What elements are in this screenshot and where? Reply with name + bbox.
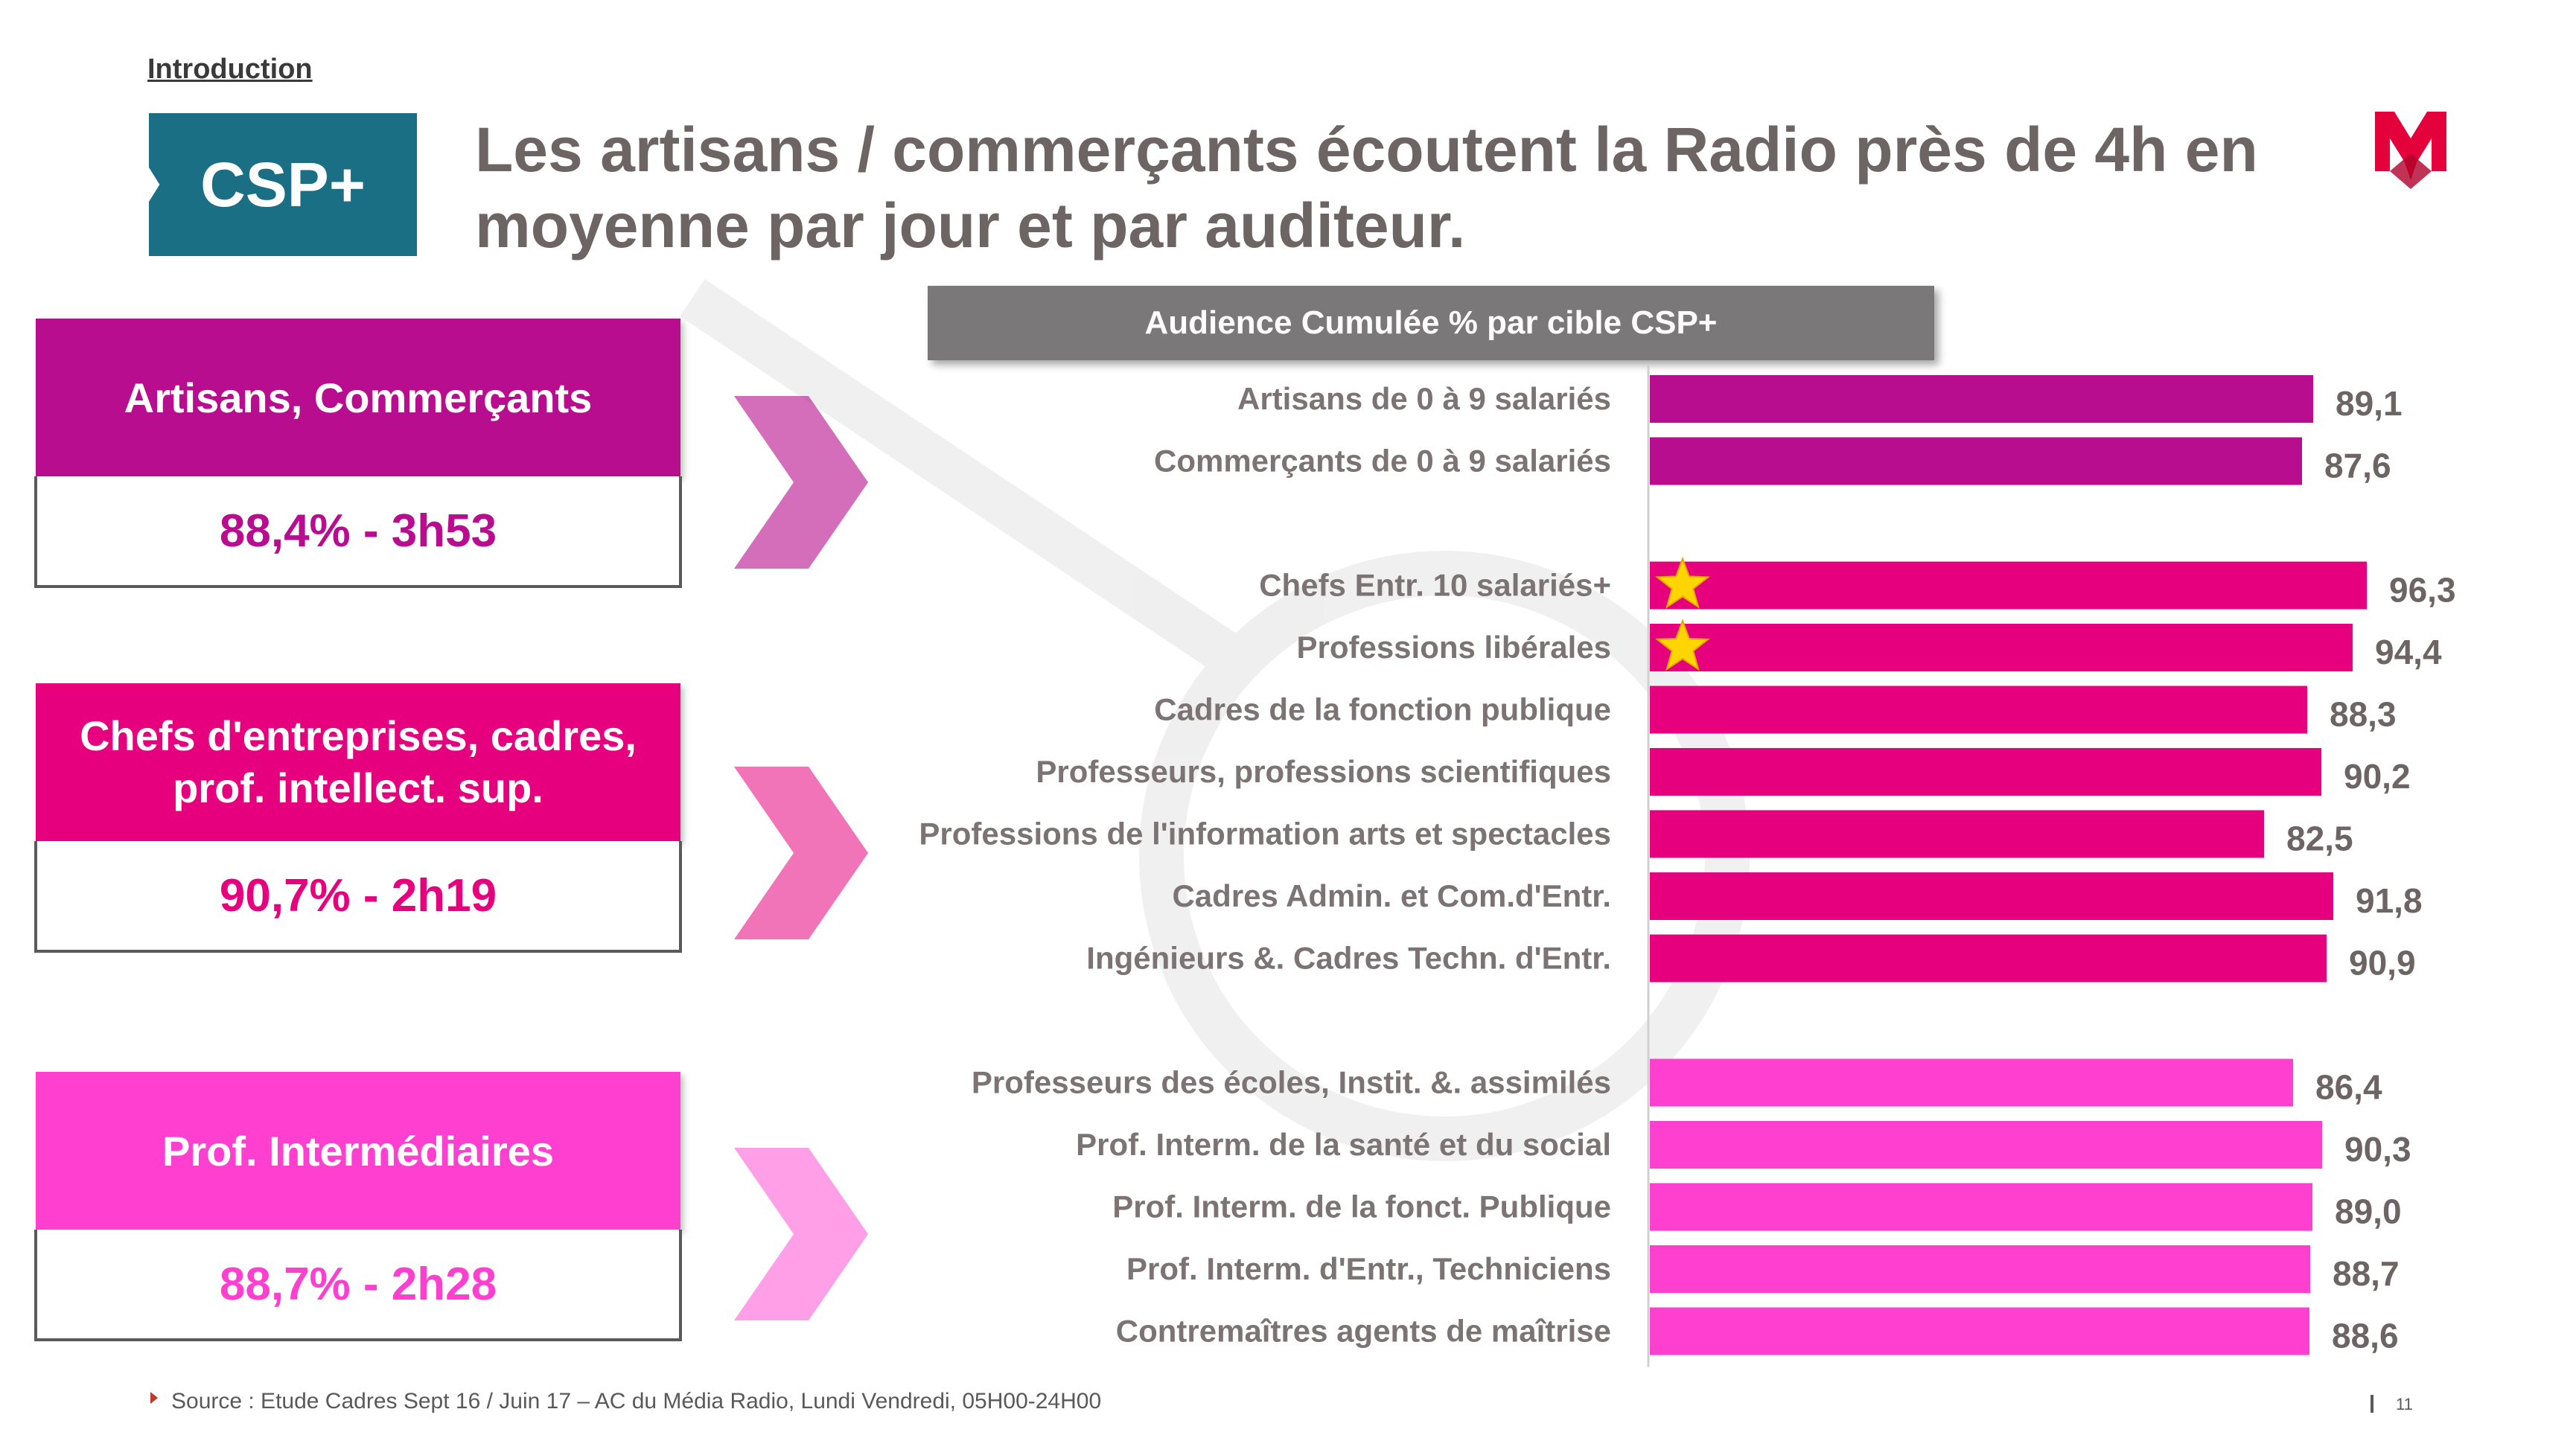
bar [1650, 810, 2264, 858]
chart-header-label: Audience Cumulée % par cible CSP+ [1144, 304, 1718, 341]
bar [1650, 561, 2367, 610]
category-artisans-stat-box: 88,4% - 3h53 [34, 476, 682, 588]
bar [1650, 1121, 2322, 1169]
bar [1650, 872, 2333, 920]
category-stat: 88,7% - 2h28 [219, 1258, 497, 1310]
bar [1650, 1245, 2310, 1293]
bar-category-label: Artisans de 0 à 9 salariés [1237, 381, 1611, 416]
category-chefs-header: Chefs d'entreprises, cadres, prof. intel… [36, 683, 680, 841]
bar-category-label: Contremaîtres agents de maîtrise [1116, 1314, 1611, 1349]
category-stat: 90,7% - 2h19 [219, 869, 497, 921]
category-stat: 88,4% - 3h53 [219, 505, 497, 557]
bar-value-label: 89,1 [2336, 384, 2403, 423]
category-prof-inter-stat-box: 88,7% - 2h28 [34, 1230, 682, 1341]
bar [1650, 437, 2302, 485]
category-title: Artisans, Commerçants [124, 374, 593, 421]
bar-value-label: 82,5 [2286, 820, 2353, 858]
category-prof-inter-header: Prof. Intermédiaires [36, 1072, 680, 1230]
bar-value-label: 86,4 [2315, 1068, 2382, 1107]
category-title: Chefs d'entreprises, cadres, prof. intel… [80, 712, 637, 811]
bar [1650, 1058, 2293, 1107]
bar [1650, 934, 2327, 983]
bar [1650, 624, 2353, 671]
bar-value-label: 89,0 [2335, 1192, 2402, 1231]
chevron-right-icon [734, 1148, 868, 1320]
footer-source: Source : Etude Cadres Sept 16 / Juin 17 … [171, 1389, 1102, 1413]
bar-value-label: 94,4 [2375, 633, 2442, 671]
bar-value-label: 90,3 [2344, 1130, 2411, 1169]
chevron-right-icon [734, 396, 868, 569]
star-icon [1655, 619, 1710, 671]
bar-category-label: Professeurs, professions scientifiques [1036, 754, 1611, 789]
footer-bullet-icon [150, 1392, 158, 1404]
section-label[interactable]: Introduction [147, 54, 313, 85]
bar-category-label: Ingénieurs &. Cadres Techn. d'Entr. [1086, 941, 1611, 976]
bar-category-label: Professeurs des écoles, Instit. &. assim… [972, 1065, 1611, 1100]
page-separator [2371, 1395, 2373, 1413]
bar-category-label: Prof. Interm. d'Entr., Techniciens [1126, 1251, 1611, 1286]
bar [1650, 1307, 2309, 1355]
star-icon [1655, 556, 1710, 609]
bar-category-label: Cadres Admin. et Com.d'Entr. [1172, 878, 1611, 913]
bar-category-label: Cadres de la fonction publique [1154, 692, 1611, 727]
bar [1650, 686, 2307, 734]
bar-category-label: Prof. Interm. de la fonct. Publique [1112, 1189, 1611, 1224]
bar-category-label: Chefs Entr. 10 salariés+ [1259, 568, 1611, 603]
bar [1650, 1183, 2312, 1231]
bar-category-label: Prof. Interm. de la santé et du social [1076, 1127, 1611, 1162]
media-logo-icon [2375, 112, 2446, 189]
bar-value-label: 96,3 [2389, 571, 2456, 610]
chart-header: Audience Cumulée % par cible CSP+ [928, 286, 1934, 360]
csp-badge-text: CSP+ [200, 150, 366, 220]
bar-value-label: 88,7 [2333, 1254, 2400, 1293]
bar-category-label: Professions de l'information arts et spe… [919, 817, 1611, 852]
bar [1650, 375, 2313, 423]
bar [1650, 748, 2321, 796]
bar-value-label: 90,2 [2344, 757, 2411, 796]
bar-category-label: Commerçants de 0 à 9 salariés [1154, 444, 1611, 479]
category-chefs-stat-box: 90,7% - 2h19 [34, 841, 682, 953]
page-title: Les artisans / commerçants écoutent la R… [475, 115, 2258, 261]
bar-value-label: 90,9 [2349, 944, 2416, 983]
category-title: Prof. Intermédiaires [162, 1127, 554, 1175]
bar-value-label: 88,3 [2330, 695, 2397, 734]
bar-category-label: Professions libérales [1296, 630, 1611, 665]
page-number: 11 [2396, 1395, 2413, 1413]
category-artisans-header: Artisans, Commerçants [36, 319, 680, 476]
bar-value-label: 88,6 [2332, 1317, 2399, 1355]
bar-value-label: 91,8 [2356, 881, 2423, 920]
bar-value-label: 87,6 [2324, 447, 2391, 485]
chevron-right-icon [734, 767, 868, 939]
csp-badge [149, 113, 417, 256]
